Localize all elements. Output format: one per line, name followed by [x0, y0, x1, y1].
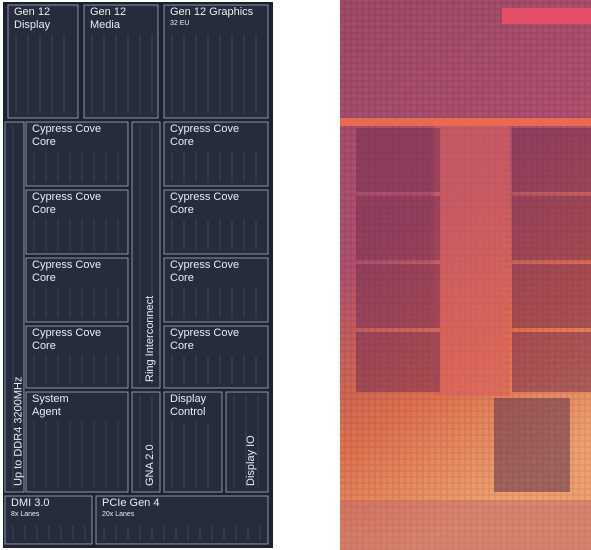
- block-box: [83, 4, 159, 119]
- block: DMI 3.0 8x Lanes: [4, 495, 93, 545]
- block-label: GNA 2.0: [144, 444, 156, 486]
- block-box: [163, 391, 223, 493]
- block-label: Cypress Cove: [32, 259, 101, 271]
- block: Display IO: [225, 391, 269, 493]
- block-label: PCIe Gen 4: [102, 497, 159, 509]
- block-box: [163, 189, 269, 255]
- block-label: Cypress Cove: [170, 191, 239, 203]
- block-label: Cypress Cove: [32, 123, 101, 135]
- block-label: Gen 12 Graphics: [170, 6, 254, 18]
- block: PCIe Gen 4 20x Lanes: [95, 495, 269, 545]
- block-label: System: [32, 393, 69, 405]
- block-label: DMI 3.0: [11, 497, 50, 509]
- block-label: 20x Lanes: [102, 511, 135, 518]
- block-label: Cypress Cove: [32, 327, 101, 339]
- block-box: [7, 4, 79, 119]
- block: Ring Interconnect: [131, 121, 161, 389]
- block-box: [4, 121, 25, 493]
- block-box: [163, 4, 269, 119]
- block-label: Media: [90, 19, 121, 31]
- block-box: [95, 495, 269, 545]
- block-box: [163, 257, 269, 323]
- block-label: Ring Interconnect: [144, 296, 156, 382]
- block-label: Display IO: [245, 435, 257, 486]
- block-label: Agent: [32, 406, 61, 418]
- block-label: 8x Lanes: [11, 511, 40, 518]
- block-box: [163, 121, 269, 187]
- block-label: Cypress Cove: [170, 259, 239, 271]
- block-label: Gen 12: [90, 6, 126, 18]
- block-label: Core: [170, 136, 194, 148]
- block-box: [25, 391, 129, 493]
- block: Gen 12 Graphics 32 EU: [163, 4, 269, 119]
- block-label: Cypress Cove: [170, 123, 239, 135]
- block-label: Core: [170, 340, 194, 352]
- block-label: Core: [170, 272, 194, 284]
- block-box: [225, 391, 269, 493]
- block-label: Core: [32, 136, 56, 148]
- block-box: [25, 189, 129, 255]
- block-box: [163, 325, 269, 389]
- block-box: [25, 121, 129, 187]
- block-label: Control: [170, 406, 205, 418]
- block: GNA 2.0: [131, 391, 161, 493]
- block-label: Core: [32, 272, 56, 284]
- block-box: [131, 121, 161, 389]
- block-label: Core: [32, 204, 56, 216]
- block-label: 32 EU: [170, 20, 189, 27]
- block-label: Gen 12: [14, 6, 50, 18]
- die-photo: [340, 0, 591, 550]
- block-label: Cypress Cove: [170, 327, 239, 339]
- block-label: Display: [14, 19, 51, 31]
- block-box: [131, 391, 161, 493]
- block-label: Core: [170, 204, 194, 216]
- block-label: Cypress Cove: [32, 191, 101, 203]
- block-label: Core: [32, 340, 56, 352]
- block-label: Up to DDR4 3200MHz: [13, 377, 25, 486]
- block-box: [25, 325, 129, 389]
- block: Up to DDR4 3200MHz: [4, 121, 25, 493]
- block-label: Display: [170, 393, 207, 405]
- block-box: [25, 257, 129, 323]
